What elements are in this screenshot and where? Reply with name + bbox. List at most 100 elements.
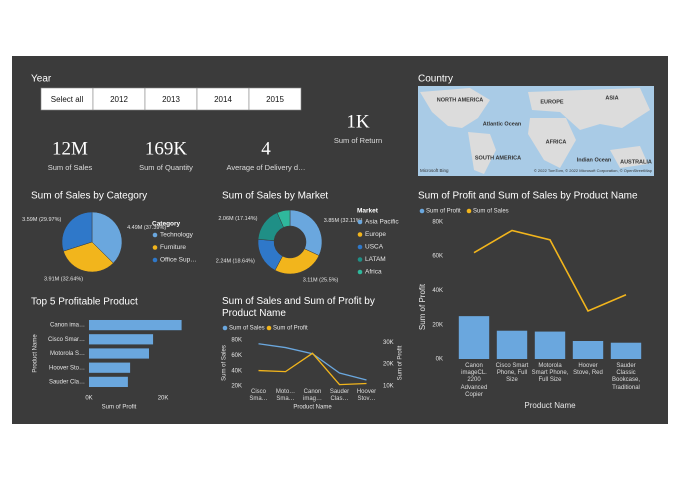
legend-label: Europe: [365, 231, 386, 238]
x-tick-label: Cisco Smart Phone, Full Size: [495, 363, 529, 384]
legend-label: USCA: [365, 244, 384, 251]
card-label: Sum of Sales: [48, 163, 93, 172]
legend-marker: [357, 244, 363, 250]
y-tick-label: Canon ima…: [50, 323, 85, 329]
legend-label: Sum of Profit: [426, 209, 461, 215]
x-tick-label: 20K: [158, 396, 169, 402]
bar: [89, 348, 149, 359]
chart-title: Sum of Sales and Sum of Profit by Produc…: [222, 296, 375, 319]
map-land: [468, 132, 496, 174]
slicer-title: Year: [31, 74, 52, 85]
y2-tick-label: 10K: [383, 383, 394, 389]
y-tick-label: 60K: [231, 353, 242, 359]
legend-marker: [357, 269, 363, 275]
legend-marker: [152, 232, 158, 238]
y2-axis-title: Sum of Profit: [398, 345, 404, 380]
x-tick-label: Moto… Sma…: [275, 389, 296, 403]
y-axis-title: Sum of Profit: [418, 283, 427, 330]
map-land: [610, 146, 648, 168]
bar: [534, 331, 566, 359]
line: [258, 352, 367, 386]
card-value: 169K: [145, 138, 188, 159]
y-tick-label: Hoover Sto…: [49, 365, 85, 371]
legend-label: Sum of Sales: [229, 326, 265, 332]
y2-tick-label: 20K: [383, 362, 394, 368]
x-axis-title: Sum of Profit: [102, 405, 137, 411]
card-label: Average of Delivery d…: [226, 163, 305, 172]
bar: [89, 319, 182, 331]
map-land: [528, 118, 576, 168]
slice: [91, 211, 123, 264]
map-label: AUSTRALIA: [620, 159, 652, 165]
x-axis-title: Product Name: [524, 401, 576, 410]
bar: [89, 376, 128, 388]
y-tick-label: Motorola S…: [50, 351, 85, 357]
slicer-option: 2015: [266, 95, 284, 104]
x-tick-label: Sauder Clas…: [329, 389, 350, 403]
y-tick-label: 20K: [231, 384, 242, 390]
bar: [610, 342, 642, 359]
chart-title: Top 5 Profitable Product: [31, 297, 138, 308]
map-label: ASIA: [605, 95, 618, 101]
x-tick-label: Canon imag…: [302, 389, 322, 403]
x-tick-label: Hoover Stov…: [356, 389, 377, 403]
card-label: Sum of Quantity: [139, 163, 193, 172]
slice: [276, 209, 291, 228]
legend-label: Africa: [365, 269, 382, 276]
card-value: 1K: [346, 111, 370, 132]
y-tick-label: 20K: [432, 322, 443, 328]
map-label: Atlantic Ocean: [483, 121, 522, 127]
y-tick-label: Sauder Cla…: [49, 379, 85, 385]
chart-title: Sum of Sales by Category: [31, 191, 147, 202]
x-tick-label: 0K: [85, 396, 92, 402]
map: [418, 86, 654, 176]
slicer-button[interactable]: [248, 87, 302, 111]
y-axis-title: Sum of Sales: [222, 345, 228, 381]
bar: [89, 362, 131, 373]
data-label: 3.11M (25.5%): [303, 277, 339, 283]
chart-title: Sum of Sales by Market: [222, 191, 328, 202]
legend-title: Category: [152, 221, 181, 228]
data-label: 3.91M (32.64%): [44, 276, 83, 282]
legend-label: Sum of Sales: [473, 209, 509, 215]
card-label: Sum of Return: [334, 136, 382, 145]
map-land: [420, 88, 490, 128]
data-label: 2.24M (18.64%): [216, 259, 255, 265]
map-land: [528, 88, 650, 130]
legend-marker: [152, 245, 158, 250]
legend-label: Furniture: [160, 244, 186, 251]
y2-tick-label: 30K: [383, 340, 394, 346]
map-label: Indian Ocean: [577, 157, 612, 163]
legend-label: Office Sup…: [160, 257, 197, 264]
y-tick-label: 40K: [231, 368, 242, 374]
y-tick-label: 40K: [432, 288, 443, 294]
y-tick-label: Cisco Smar…: [48, 337, 85, 343]
legend-title: Market: [357, 208, 379, 215]
bar: [89, 334, 154, 345]
bar: [458, 316, 490, 359]
x-tick-label: Motorola Smart Phone, Full Size: [531, 363, 569, 384]
data-label: 4.49M (37.39%): [127, 225, 166, 231]
card-value: 12M: [52, 138, 88, 159]
map-logo: Microsoft Bing: [420, 168, 449, 173]
slice: [61, 211, 93, 252]
map-attribution: © 2022 TomTom, © 2022 Microsoft Corporat…: [534, 168, 653, 173]
map-title: Country: [418, 74, 453, 85]
chart-title: Sum of Profit and Sum of Sales by Produc…: [418, 191, 638, 202]
legend-marker: [466, 208, 472, 214]
x-tick-label: Sauder Classic Bookcase, Traditional: [611, 363, 641, 391]
legend-marker: [152, 257, 158, 263]
data-label: 3.85M (32.11%): [324, 218, 363, 224]
legend-marker: [357, 219, 363, 225]
legend-label: Asia Pacific: [365, 219, 399, 226]
bar: [496, 330, 528, 359]
slicer-option: 2014: [214, 95, 232, 104]
legend-label: LATAM: [365, 256, 386, 263]
map-label: SOUTH AMERICA: [475, 155, 521, 161]
legend-marker: [222, 325, 228, 331]
legend-marker: [266, 325, 272, 331]
x-tick-label: Hoover Stove, Red: [573, 363, 603, 377]
legend-label: Technology: [160, 232, 194, 239]
